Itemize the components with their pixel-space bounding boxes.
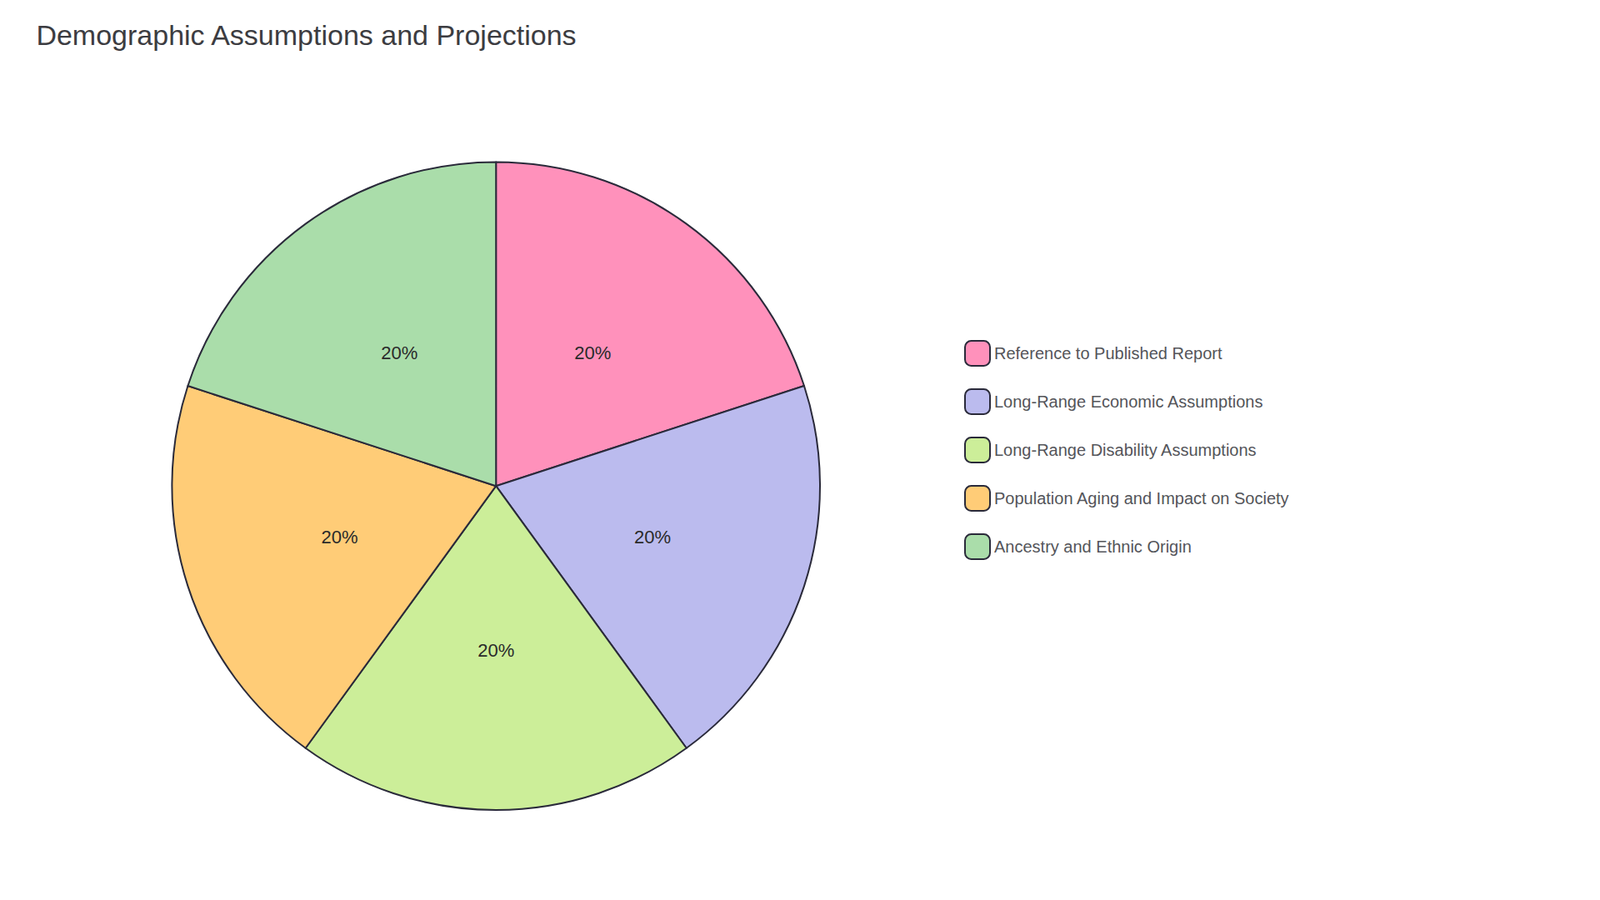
svg-text:20%: 20% [320,526,358,548]
svg-text:20%: 20% [380,342,418,364]
svg-text:Demographic Assumptions and Pr: Demographic Assumptions and Projections [35,19,576,51]
svg-text:Reference to Published Report: Reference to Published Report [994,344,1223,363]
svg-text:Population Aging and Impact on: Population Aging and Impact on Society [994,489,1290,508]
svg-text:Long-Range Disability Assumpti: Long-Range Disability Assumptions [994,440,1257,460]
svg-text:Long-Range Economic Assumption: Long-Range Economic Assumptions [994,392,1263,411]
svg-text:20%: 20% [477,640,515,661]
svg-text:20%: 20% [634,526,671,548]
svg-text:20%: 20% [574,342,611,364]
svg-text:Ancestry and Ethnic Origin: Ancestry and Ethnic Origin [994,537,1192,556]
